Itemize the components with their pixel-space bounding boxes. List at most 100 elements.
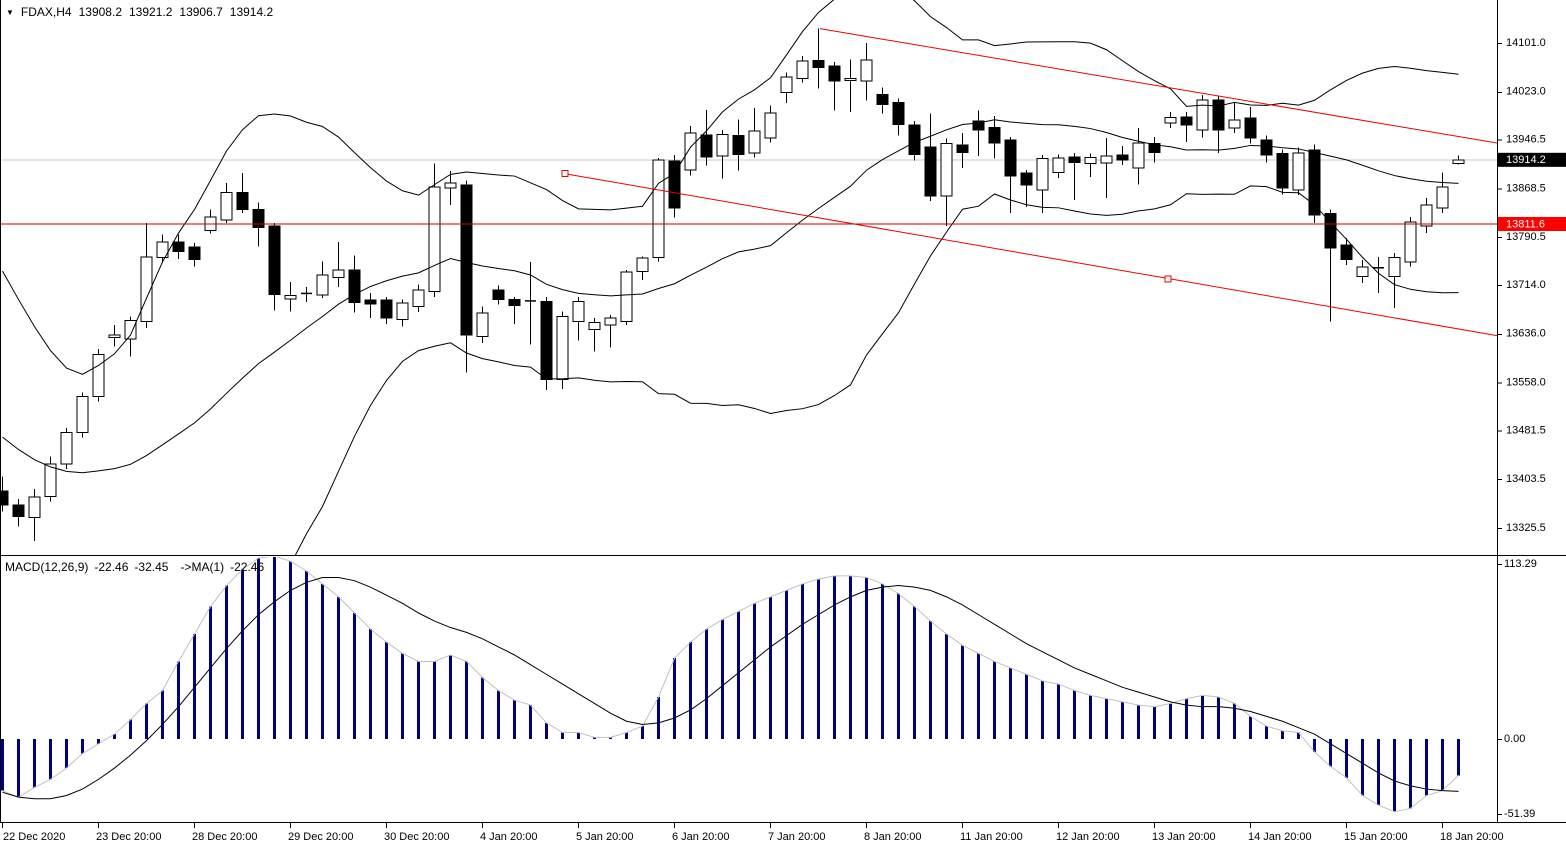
time-axis-label: 6 Jan 20:00	[672, 831, 730, 843]
macd-bar	[321, 583, 324, 739]
candle-bull	[44, 463, 57, 497]
macd-bar	[1329, 738, 1332, 767]
time-axis-label: 7 Jan 20:00	[768, 831, 826, 843]
macd-bar	[1185, 698, 1188, 739]
macd-bar	[353, 613, 356, 739]
macd-bar	[1121, 701, 1124, 739]
price-axis-label: 13868.5	[1506, 182, 1546, 194]
macd-bar	[1025, 674, 1028, 739]
candle-bear	[812, 60, 825, 68]
macd-bar	[1137, 705, 1140, 739]
main-price-panel[interactable]	[0, 0, 1497, 638]
candle-bear	[908, 124, 921, 155]
macd-bar	[305, 571, 308, 739]
macd-bar	[1153, 706, 1156, 739]
macd-bar	[65, 738, 68, 769]
trendline-2[interactable]	[564, 173, 1497, 337]
macd-panel[interactable]	[1, 556, 1460, 813]
macd-bar	[209, 606, 212, 739]
candle-bull	[140, 256, 153, 322]
macd-bar	[1393, 738, 1396, 812]
time-axis-label: 12 Jan 20:00	[1056, 831, 1120, 843]
candle-bull	[1404, 221, 1417, 263]
time-axis-label: 5 Jan 20:00	[576, 831, 634, 843]
macd-bar	[129, 719, 132, 739]
price-axis[interactable]: 14101.0 14023.0 13946.5 13868.5 13790.5 13714…	[1497, 37, 1546, 820]
candle-bear	[492, 289, 505, 300]
macd-bar	[1089, 695, 1092, 739]
bollinger-lower-band[interactable]	[3, 185, 1459, 638]
time-axis-label: 14 Jan 20:00	[1248, 831, 1312, 843]
macd-bar	[1073, 690, 1076, 739]
macd-bar	[561, 732, 564, 739]
candle-bull	[476, 312, 489, 337]
candle-bear	[924, 146, 937, 197]
candle-bear	[1068, 156, 1081, 163]
candle-bull	[796, 60, 809, 80]
candle-bull	[1052, 157, 1065, 173]
trendline-1[interactable]	[819, 28, 1497, 144]
macd-bar	[113, 734, 116, 739]
candle-bull	[124, 320, 137, 340]
candle-bull	[1356, 266, 1369, 277]
macd-bar	[801, 583, 804, 739]
candle-bull	[60, 432, 73, 465]
symbol-dropdown-icon: ▼	[6, 8, 14, 17]
candle-bull	[556, 315, 569, 380]
macd-bar	[1377, 738, 1380, 806]
macd-bar	[929, 621, 932, 739]
candle-bear	[380, 299, 393, 319]
candle-bull	[156, 241, 169, 259]
time-axis-label: 29 Dec 20:00	[288, 831, 353, 843]
macd-bar	[1105, 698, 1108, 739]
candle-bear	[268, 225, 281, 295]
candle-bull	[764, 112, 777, 139]
trendline-handle[interactable]	[1164, 275, 1172, 283]
symbol-ohlc-header: ▼ FDAX,H4 13908.2 13921.2 13906.7 13914.2	[6, 5, 273, 33]
macd-bar	[17, 738, 20, 798]
candle-bear	[972, 120, 985, 131]
candle-bull	[316, 274, 329, 296]
candle-bull	[396, 302, 409, 320]
macd-bar	[1217, 696, 1220, 739]
candle-bull	[1292, 152, 1305, 191]
candle-bear	[1148, 143, 1161, 153]
macd-bar	[609, 737, 612, 739]
macd-bar	[1409, 738, 1412, 809]
time-axis-label: 13 Jan 20:00	[1152, 831, 1216, 843]
macd-bar	[881, 583, 884, 739]
candle-bull	[588, 322, 601, 330]
macd-bar	[417, 661, 420, 739]
macd-bar	[337, 596, 340, 739]
candle-bull	[1100, 155, 1113, 164]
macd-bar	[993, 661, 996, 739]
macd-bar	[593, 737, 596, 739]
macd-signal-line	[2, 576, 1459, 800]
bollinger-upper-band[interactable]	[2, 0, 1459, 375]
time-axis[interactable]: 22 Dec 2020 23 Dec 20:00 28 Dec 20:00 29 De…	[2, 822, 1504, 843]
macd-bar	[369, 629, 372, 739]
macd-histogram	[1, 557, 1460, 812]
candle-bull	[620, 271, 633, 322]
macd-bar	[401, 653, 404, 739]
bollinger-middle-band[interactable]	[2, 119, 1459, 474]
macd-bar	[641, 726, 644, 739]
macd-bar	[257, 558, 260, 739]
candle-bull	[652, 159, 665, 259]
macd-bar	[289, 561, 292, 739]
candle-bear	[364, 299, 377, 305]
macd-bar	[625, 732, 628, 739]
candle-bear	[1324, 213, 1337, 249]
macd-bar	[273, 557, 276, 739]
candle-bull	[716, 133, 729, 157]
candle-bull	[1228, 119, 1241, 129]
macd-axis-label: -51.39	[1504, 808, 1535, 820]
macd-bar	[833, 575, 836, 739]
candle-bull	[412, 289, 425, 307]
trendline-handle[interactable]	[561, 170, 569, 178]
candle-bull	[860, 59, 873, 82]
macd-bar	[1425, 738, 1428, 796]
candle-bear	[1020, 172, 1033, 186]
